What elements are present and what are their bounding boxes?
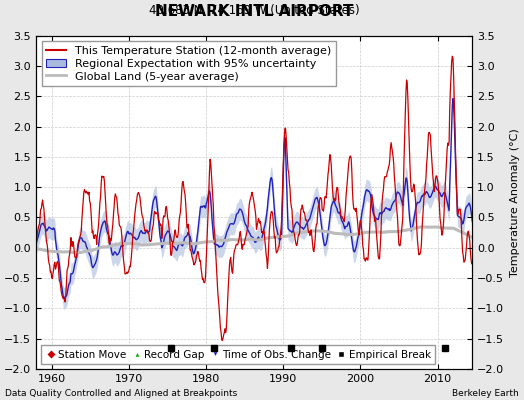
Text: Berkeley Earth: Berkeley Earth [452, 389, 519, 398]
Title: NEWARK INTL AIRPORT: NEWARK INTL AIRPORT [155, 4, 354, 19]
Text: Data Quality Controlled and Aligned at Breakpoints: Data Quality Controlled and Aligned at B… [5, 389, 237, 398]
Text: 40.683 N, 74.169 W (United States): 40.683 N, 74.169 W (United States) [149, 4, 359, 17]
Legend: Station Move, Record Gap, Time of Obs. Change, Empirical Break: Station Move, Record Gap, Time of Obs. C… [41, 346, 435, 364]
Y-axis label: Temperature Anomaly (°C): Temperature Anomaly (°C) [510, 128, 520, 277]
